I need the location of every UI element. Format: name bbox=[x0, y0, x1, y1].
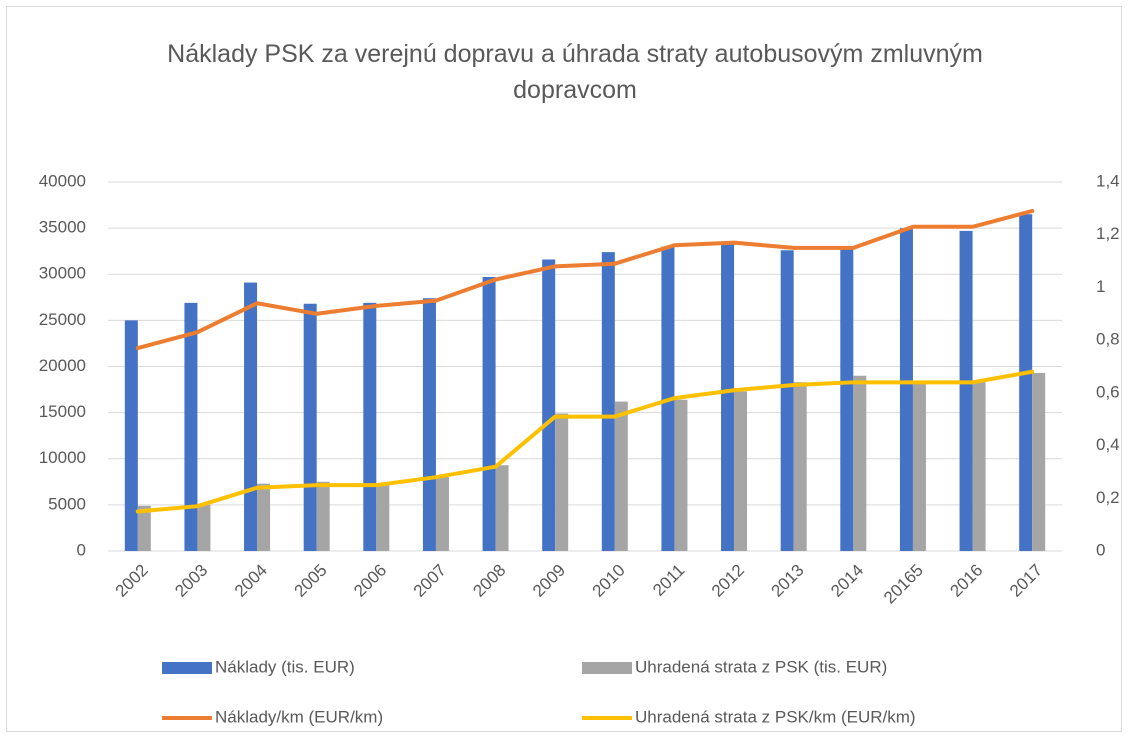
bar bbox=[482, 277, 496, 551]
x-tick-label: 2008 bbox=[469, 561, 509, 601]
bar bbox=[1032, 372, 1046, 551]
x-tick-label: 2017 bbox=[1006, 561, 1046, 601]
legend-swatch bbox=[162, 662, 212, 674]
bar bbox=[363, 302, 377, 551]
x-tick-label: 2010 bbox=[589, 561, 629, 601]
bar bbox=[721, 243, 735, 551]
y-tick-label: 5000 bbox=[48, 494, 86, 513]
y2-tick-label: 1,2 bbox=[1096, 224, 1120, 243]
y-tick-label: 10000 bbox=[39, 448, 86, 467]
x-tick-label: 2002 bbox=[112, 561, 152, 601]
x-tick-label: 2006 bbox=[350, 561, 390, 601]
bar bbox=[184, 302, 198, 551]
x-tick-label: 2003 bbox=[171, 561, 211, 601]
x-tick-label: 2005 bbox=[291, 561, 331, 601]
bar bbox=[495, 465, 509, 551]
chart-frame bbox=[6, 6, 1122, 732]
bar bbox=[959, 230, 973, 551]
y2-tick-label: 0,8 bbox=[1096, 330, 1120, 349]
bar bbox=[303, 303, 317, 551]
bar bbox=[555, 413, 569, 551]
bar bbox=[1019, 214, 1033, 551]
bar bbox=[435, 476, 449, 551]
y-tick-label: 35000 bbox=[39, 218, 86, 237]
y-tick-label: 25000 bbox=[39, 310, 86, 329]
bar bbox=[912, 383, 926, 551]
bar bbox=[137, 505, 151, 551]
y2-tick-label: 0,2 bbox=[1096, 488, 1120, 507]
bar bbox=[422, 298, 436, 551]
bar bbox=[244, 282, 258, 551]
bar bbox=[853, 375, 867, 551]
y-tick-label: 0 bbox=[77, 540, 86, 559]
y2-tick-label: 1 bbox=[1096, 277, 1105, 296]
bar bbox=[674, 399, 688, 551]
line bbox=[135, 208, 1035, 351]
bar bbox=[376, 484, 390, 551]
x-tick-label: 2014 bbox=[827, 561, 867, 601]
x-tick-label: 2011 bbox=[649, 561, 688, 600]
bar bbox=[793, 382, 807, 551]
legend-label: Uhradená strata z PSK (tis. EUR) bbox=[635, 657, 887, 676]
bar bbox=[542, 259, 556, 551]
x-tick-label: 20165 bbox=[880, 561, 927, 608]
legend-label: Náklady (tis. EUR) bbox=[215, 657, 355, 676]
x-tick-label: 2004 bbox=[231, 561, 271, 601]
y-tick-label: 15000 bbox=[39, 402, 86, 421]
y-tick-label: 40000 bbox=[39, 171, 86, 190]
bar bbox=[972, 380, 986, 551]
x-tick-label: 2007 bbox=[410, 561, 450, 601]
bar bbox=[734, 391, 748, 551]
y2-tick-label: 0,6 bbox=[1096, 382, 1120, 401]
y2-tick-label: 1,4 bbox=[1096, 171, 1120, 190]
x-tick-label: 2012 bbox=[708, 561, 748, 601]
y2-tick-label: 0,4 bbox=[1096, 435, 1120, 454]
bar bbox=[124, 320, 138, 551]
bar bbox=[899, 228, 913, 551]
y2-tick-label: 0 bbox=[1096, 540, 1105, 559]
x-tick-label: 2013 bbox=[768, 561, 808, 601]
bar bbox=[614, 401, 628, 551]
y-tick-label: 30000 bbox=[39, 264, 86, 283]
bar bbox=[780, 250, 794, 551]
legend-label: Uhradená strata z PSK/km (EUR/km) bbox=[635, 707, 916, 726]
y-tick-label: 20000 bbox=[39, 356, 86, 375]
bar bbox=[840, 248, 854, 552]
x-tick-label: 2016 bbox=[946, 561, 986, 601]
bar bbox=[257, 483, 271, 551]
line bbox=[135, 369, 1035, 514]
x-tick-label: 2009 bbox=[529, 561, 569, 601]
bar bbox=[316, 481, 330, 551]
bar bbox=[197, 504, 211, 551]
chart-title: Náklady PSK za verejnú dopravu a úhrada … bbox=[167, 40, 983, 104]
legend-swatch bbox=[582, 662, 632, 674]
legend-label: Náklady/km (EUR/km) bbox=[215, 707, 383, 726]
bar bbox=[601, 252, 615, 552]
